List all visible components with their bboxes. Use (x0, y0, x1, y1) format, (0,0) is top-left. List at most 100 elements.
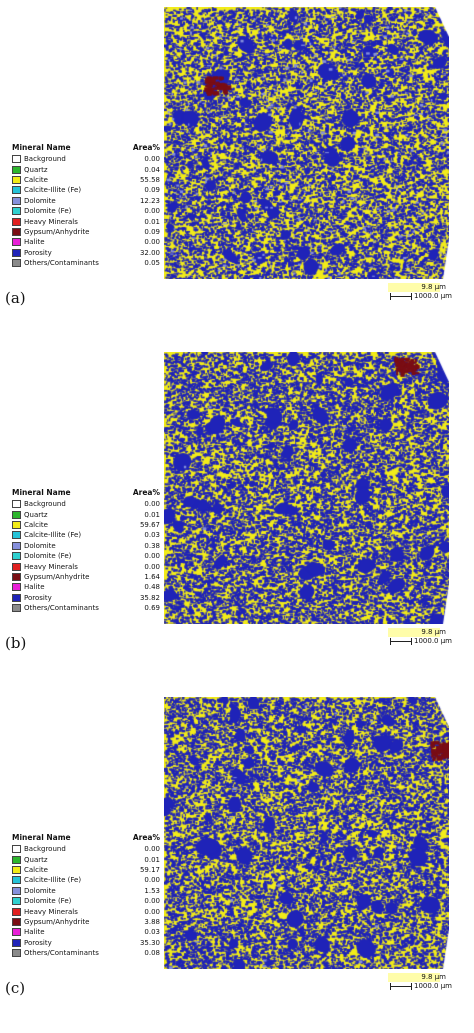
legend-row: Quartz 0.04 (12, 164, 162, 174)
legend-row: Calcite 59.17 (12, 865, 162, 875)
legend-row: Dolomite 0.38 (12, 541, 162, 551)
mineral-name: Gypsum/Anhydrite (24, 572, 90, 581)
panel-caption: (c) (5, 979, 26, 997)
legend-header-name: Mineral Name (12, 143, 71, 152)
legend-swatch (12, 500, 21, 509)
legend-swatch (12, 604, 21, 613)
legend-rows: Background 0.00 Quartz 0.01 Calcite 59.17 Calc… (12, 844, 162, 958)
legend-row: Quartz 0.01 (12, 509, 162, 519)
pixel-size-label: 9.8 µm (421, 973, 446, 981)
pixel-size-highlight (388, 628, 440, 637)
pixel-size-label: 9.8 µm (421, 628, 446, 636)
scale-bar (390, 638, 412, 645)
mineral-map-canvas (164, 352, 449, 624)
pixel-size-label: 9.8 µm (421, 283, 446, 291)
legend-row: Gypsum/Anhydrite 0.09 (12, 227, 162, 237)
legend-row: Calcite 59.67 (12, 520, 162, 530)
mineral-name: Background (24, 155, 66, 164)
legend-swatch (12, 907, 21, 916)
legend-header-value: Area% (132, 488, 160, 497)
area-percent: 0.00 (144, 845, 160, 854)
legend-swatch (12, 562, 21, 571)
legend-swatch (12, 938, 21, 947)
mineral-name: Halite (24, 583, 45, 592)
legend-row: Dolomite (Fe) 0.00 (12, 551, 162, 561)
mineral-name: Heavy Minerals (24, 562, 78, 571)
legend-row: Gypsum/Anhydrite 1.64 (12, 572, 162, 582)
area-percent: 0.01 (144, 510, 160, 519)
mineral-name: Others/Contaminants (24, 604, 99, 613)
legend-swatch (12, 155, 21, 164)
legend-row: Quartz 0.01 (12, 854, 162, 864)
mineral-name: Porosity (24, 593, 52, 602)
legend-rows: Background 0.00 Quartz 0.01 Calcite 59.67 Calc… (12, 499, 162, 613)
legend-row: Dolomite 12.23 (12, 196, 162, 206)
mineral-map (164, 352, 449, 624)
legend-row: Calcite-Illite (Fe) 0.09 (12, 185, 162, 195)
legend-row: Porosity 32.00 (12, 248, 162, 258)
area-percent: 0.00 (144, 552, 160, 561)
legend-swatch (12, 186, 21, 195)
legend-swatch (12, 572, 21, 581)
area-percent: 35.30 (139, 938, 160, 947)
legend-header-value: Area% (132, 143, 160, 152)
area-percent: 59.67 (139, 520, 160, 529)
mineral-name: Quartz (24, 855, 48, 864)
mineral-name: Heavy Minerals (24, 217, 78, 226)
legend-row: Dolomite (Fe) 0.00 (12, 896, 162, 906)
legend-swatch (12, 928, 21, 937)
legend-row: Halite 0.03 (12, 927, 162, 937)
scale-length-label: 1000.0 µm (414, 637, 452, 645)
mineral-legend: Mineral Name Area% Background 0.00 Quartz 0… (12, 488, 162, 613)
legend-swatch (12, 865, 21, 874)
mineral-legend: Mineral Name Area% Background 0.00 Quartz 0… (12, 833, 162, 958)
mineral-name: Porosity (24, 248, 52, 257)
legend-swatch (12, 876, 21, 885)
legend-swatch (12, 917, 21, 926)
mineral-name: Dolomite (Fe) (24, 552, 72, 561)
scale-bar (390, 293, 412, 300)
pixel-size-highlight (388, 973, 440, 982)
mineral-name: Background (24, 500, 66, 509)
mineral-name: Calcite-Illite (Fe) (24, 186, 82, 195)
legend-row: Background 0.00 (12, 844, 162, 854)
mineral-name: Quartz (24, 165, 48, 174)
legend-rows: Background 0.00 Quartz 0.04 Calcite 55.58 Calc… (12, 154, 162, 268)
mineral-name: Calcite-Illite (Fe) (24, 876, 82, 885)
mineral-name: Dolomite (Fe) (24, 207, 72, 216)
mineral-name: Calcite (24, 865, 48, 874)
panel-b: Mineral Name Area% Background 0.00 Quartz 0… (0, 345, 474, 690)
mineral-name: Calcite (24, 520, 48, 529)
legend-swatch (12, 541, 21, 550)
area-percent: 0.00 (144, 500, 160, 509)
area-percent: 1.64 (144, 572, 160, 581)
area-percent: 0.00 (144, 897, 160, 906)
area-percent: 0.03 (144, 928, 160, 937)
legend-swatch (12, 175, 21, 184)
legend-swatch (12, 855, 21, 864)
mineral-name: Dolomite (24, 541, 56, 550)
legend-swatch (12, 845, 21, 854)
panel-a: Mineral Name Area% Background 0.00 Quartz 0… (0, 0, 474, 345)
mineral-map (164, 7, 449, 279)
area-percent: 0.01 (144, 217, 160, 226)
area-percent: 0.01 (144, 855, 160, 864)
area-percent: 0.48 (144, 583, 160, 592)
scale-length-label: 1000.0 µm (414, 982, 452, 990)
panel-caption: (a) (5, 289, 26, 307)
scale-box: 9.8 µm 1000.0 µm (388, 626, 458, 660)
mineral-legend: Mineral Name Area% Background 0.00 Quartz 0… (12, 143, 162, 268)
legend-swatch (12, 207, 21, 216)
area-percent: 0.00 (144, 907, 160, 916)
area-percent: 12.23 (139, 196, 160, 205)
area-percent: 0.05 (144, 259, 160, 268)
legend-header: Mineral Name Area% (12, 143, 162, 152)
legend-swatch (12, 897, 21, 906)
area-percent: 0.09 (144, 227, 160, 236)
mineral-name: Dolomite (Fe) (24, 897, 72, 906)
legend-header: Mineral Name Area% (12, 833, 162, 842)
mineral-name: Calcite-Illite (Fe) (24, 531, 82, 540)
mineral-name: Halite (24, 238, 45, 247)
legend-row: Calcite 55.58 (12, 175, 162, 185)
mineral-name: Others/Contaminants (24, 949, 99, 958)
